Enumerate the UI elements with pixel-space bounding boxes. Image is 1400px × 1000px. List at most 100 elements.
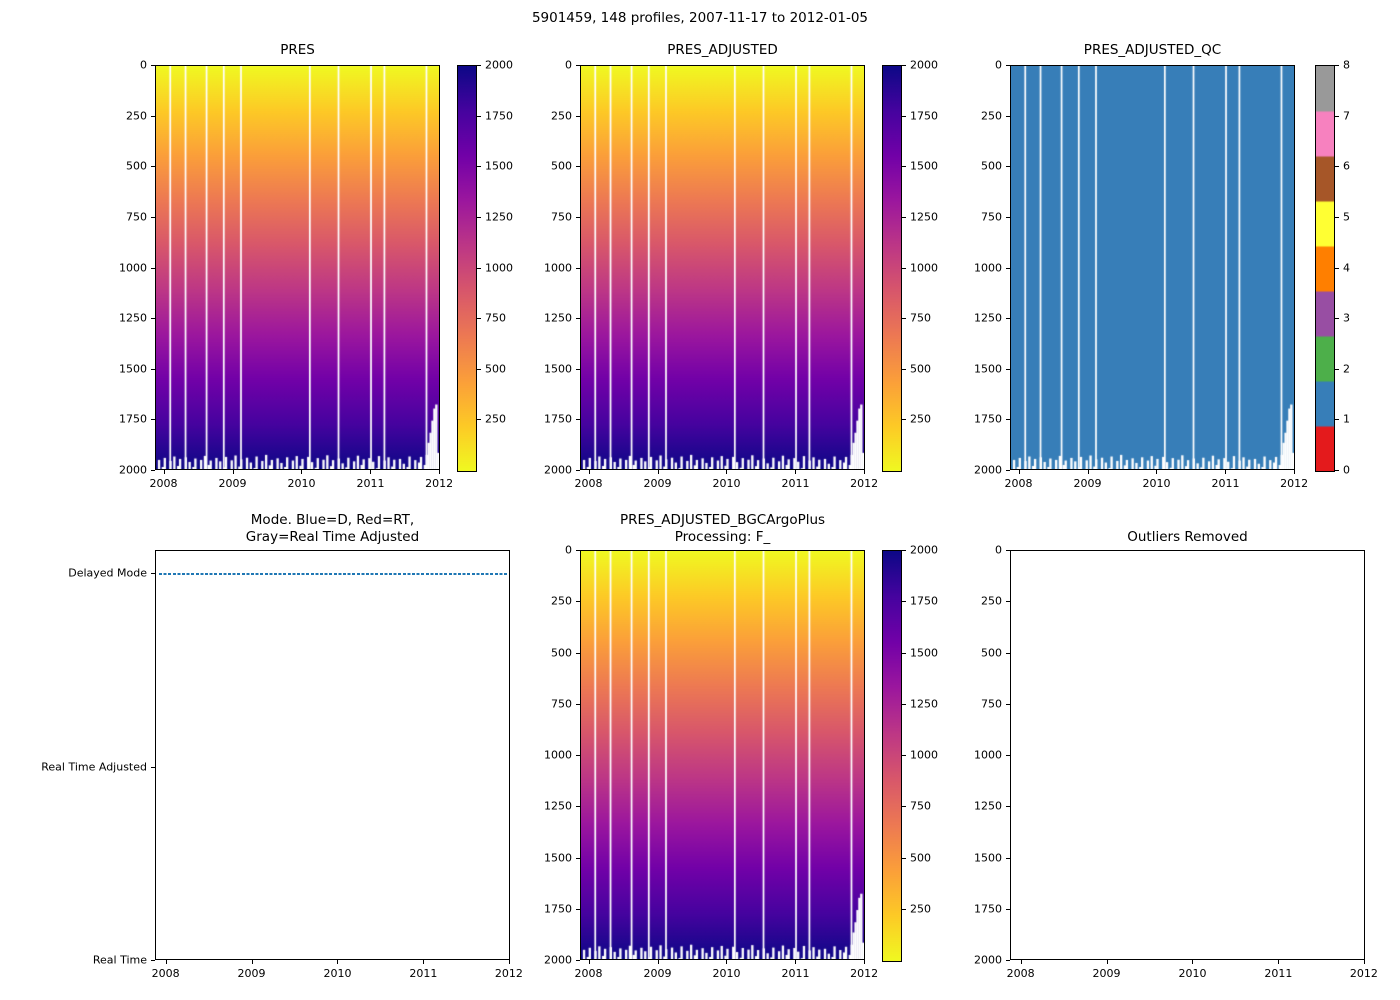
- pres-colorbar-axis: 2000 1750 1500 1250 1000 750 500 250: [477, 59, 521, 470]
- x-tick-mark: [251, 960, 253, 964]
- x-tick-mark: [370, 470, 372, 474]
- y-tick-mark: [1006, 267, 1010, 269]
- y-tick-label: 1250: [544, 311, 572, 325]
- y-tick-mark: [151, 65, 155, 66]
- colorbar-tick-label: 2000: [910, 58, 938, 72]
- y-tick-label: 0: [565, 58, 572, 72]
- y-tick-label: 500: [551, 646, 572, 659]
- colorbar-tick-label: 6: [1343, 159, 1350, 173]
- y-tick-label: 2000: [974, 463, 1002, 477]
- y-tick-mark: [576, 550, 580, 551]
- x-tick-mark: [423, 960, 425, 964]
- x-tick-mark: [508, 960, 510, 964]
- colorbar-tick-mark: [477, 419, 481, 421]
- colorbar-tick-label: 750: [910, 311, 931, 325]
- x-tick-mark: [1294, 470, 1296, 474]
- y-tick-mark: [1006, 65, 1010, 66]
- colorbar-tick-label: 3: [1343, 311, 1350, 325]
- x-axis-outliers: 2008 2009 2010 2011 2012: [1006, 960, 1378, 984]
- x-tick-label: 2012: [425, 477, 454, 490]
- x-tick-label: 2009: [218, 477, 247, 490]
- colorbar-tick-label: 2: [1343, 362, 1350, 376]
- y-tick-label: 250: [126, 109, 147, 123]
- x-axis-pres: 2008 2009 2010 2011 2012: [150, 470, 453, 494]
- y-tick-mark: [576, 318, 580, 320]
- plot-title-mode: Mode. Blue=D, Red=RT, Gray=Real Time Adj…: [245, 512, 420, 545]
- y-tick-label: 1250: [119, 311, 147, 325]
- y-tick-mark: [576, 216, 580, 218]
- colorbar-tick-mark: [902, 65, 906, 66]
- y-tick-label: 1000: [119, 261, 147, 274]
- x-tick-label: 2012: [850, 967, 879, 980]
- pres-heatmap: [156, 66, 439, 469]
- x-tick-label: 2008: [1006, 967, 1035, 980]
- colorbar-tick-label: 1500: [485, 159, 513, 173]
- y-tick-mark: [576, 419, 580, 421]
- plot-area-bgc: [580, 550, 865, 960]
- y-tick-label: Delayed Mode: [68, 566, 147, 580]
- y-tick-mark: [576, 470, 580, 471]
- colorbar-tick-mark: [477, 115, 481, 117]
- y-tick-mark: [576, 65, 580, 66]
- colorbar-tick-label: 750: [910, 799, 931, 813]
- y-tick-label: 2000: [974, 953, 1002, 967]
- y-tick-mark: [576, 703, 580, 705]
- x-tick-mark: [1087, 470, 1089, 474]
- colorbar-tick-mark: [1335, 166, 1339, 168]
- colorbar-tick-mark: [1335, 267, 1339, 269]
- y-tick-mark: [151, 368, 155, 370]
- x-tick-mark: [1192, 960, 1194, 964]
- y-tick-label: 500: [981, 646, 1002, 659]
- x-tick-label: 2008: [1004, 477, 1033, 490]
- y-tick-mark: [576, 806, 580, 808]
- x-tick-mark: [795, 960, 797, 964]
- figure-suptitle: 5901459, 148 profiles, 2007-11-17 to 201…: [531, 10, 869, 26]
- y-tick-mark: [1006, 318, 1010, 320]
- colorbar-tick-mark: [477, 318, 481, 320]
- x-tick-mark: [232, 470, 234, 474]
- colorbar-tick-mark: [902, 601, 906, 603]
- y-tick-label: 1750: [544, 902, 572, 916]
- colorbar-tick-mark: [902, 703, 906, 705]
- colorbar-tick-label: 1500: [910, 646, 938, 659]
- colorbar-tick-mark: [1335, 419, 1339, 421]
- y-tick-label: 250: [551, 594, 572, 608]
- colorbar-tick-label: 1250: [910, 210, 938, 224]
- y-tick-label: 1500: [544, 362, 572, 376]
- y-tick-mark: [1006, 806, 1010, 808]
- x-tick-mark: [1278, 960, 1280, 964]
- x-tick-mark: [1020, 960, 1022, 964]
- colorbar-tick-mark: [902, 115, 906, 117]
- colorbar-tick-label: 0: [1343, 463, 1350, 477]
- mode-line: [158, 572, 508, 575]
- y-tick-label: 0: [995, 543, 1002, 557]
- plot-area-outliers: [1010, 550, 1365, 960]
- x-tick-label: 2012: [494, 967, 523, 980]
- y-axis-mode: Delayed Mode Real Time Adjusted Real Time: [5, 550, 155, 967]
- x-tick-mark: [726, 470, 728, 474]
- x-tick-mark: [439, 470, 441, 474]
- y-tick-mark: [576, 857, 580, 859]
- y-tick-label: 0: [995, 58, 1002, 72]
- colorbar-tick-label: 4: [1343, 261, 1350, 274]
- qc-colorbar-axis: 8 7 6 5 4 3 2 1 0: [1335, 59, 1379, 477]
- y-tick-mark: [1006, 550, 1010, 551]
- colorbar-tick-mark: [902, 652, 906, 654]
- colorbar-tick-mark: [477, 65, 481, 66]
- x-axis-bgc: 2008 2009 2010 2011 2012: [575, 960, 878, 984]
- x-tick-label: 2009: [643, 967, 672, 980]
- x-tick-mark: [1018, 470, 1020, 474]
- x-tick-label: 2010: [712, 477, 741, 490]
- x-tick-label: 2012: [1280, 477, 1309, 490]
- y-tick-label: 2000: [544, 463, 572, 477]
- x-tick-mark: [657, 960, 659, 964]
- x-tick-mark: [864, 960, 866, 964]
- colorbar-tick-label: 1250: [485, 210, 513, 224]
- y-tick-mark: [1006, 652, 1010, 654]
- colorbar-tick-label: 1500: [910, 159, 938, 173]
- x-tick-label: 2008: [574, 477, 603, 490]
- y-tick-mark: [151, 767, 155, 769]
- x-tick-label: 2009: [1092, 967, 1121, 980]
- y-tick-label: 1750: [974, 902, 1002, 916]
- colorbar-tick-mark: [902, 755, 906, 756]
